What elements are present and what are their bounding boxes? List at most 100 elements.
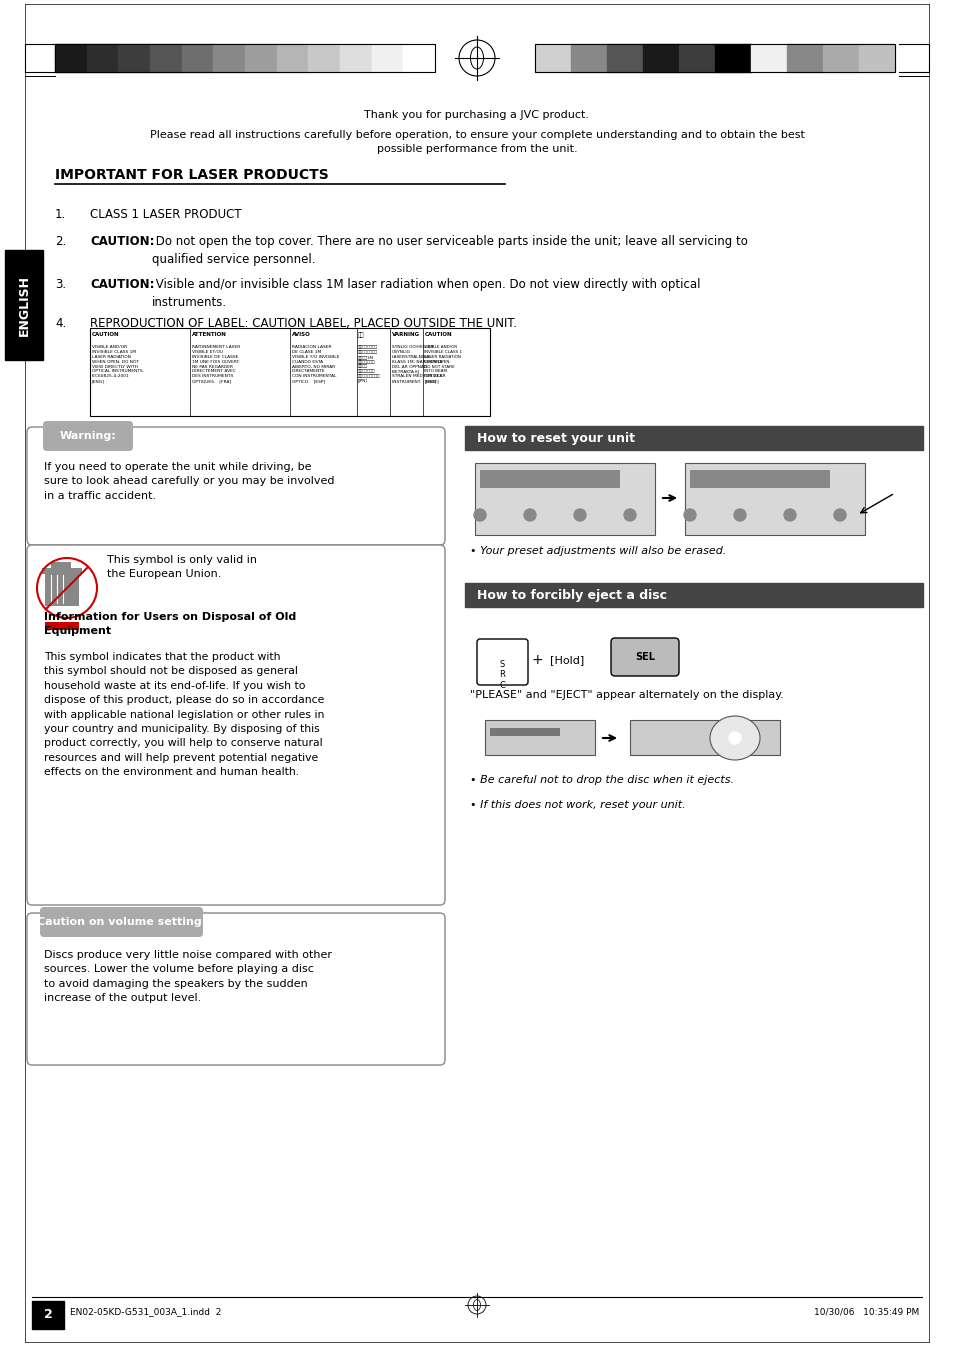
Text: S
R
C: S R C [499, 660, 505, 690]
Bar [118, 45, 150, 72]
Bar [213, 45, 245, 72]
Circle shape [523, 508, 536, 521]
Text: SYNLIG OCH/ELLER
OSYNLIG
LASERSTRALNING,
KLASS 1M, NAR DENNA
DEL AR OPPNAD.
BETR: SYNLIG OCH/ELLER OSYNLIG LASERSTRALNING,… [392, 345, 442, 384]
Text: CAUTION:: CAUTION: [90, 235, 154, 247]
Text: Please read all instructions carefully before operation, to ensure your complete: Please read all instructions carefully b… [150, 130, 803, 154]
Text: • Be careful not to drop the disc when it ejects.: • Be careful not to drop the disc when i… [470, 775, 733, 786]
Bar [372, 45, 403, 72]
Bar [87, 45, 118, 72]
Bar [479, 470, 619, 488]
Text: "PLEASE" and "EJECT" appear alternately on the display.: "PLEASE" and "EJECT" appear alternately … [470, 690, 783, 700]
Bar [642, 45, 679, 72]
Text: SEL: SEL [635, 652, 655, 662]
FancyBboxPatch shape [27, 427, 444, 545]
Bar [629, 721, 780, 754]
Text: EN02-05KD-G531_003A_1.indd  2: EN02-05KD-G531_003A_1.indd 2 [70, 1307, 221, 1317]
Text: REPRODUCTION OF LABEL: CAUTION LABEL, PLACED OUTSIDE THE UNIT.: REPRODUCTION OF LABEL: CAUTION LABEL, PL… [90, 316, 517, 330]
Bar [750, 45, 786, 72]
Bar [535, 45, 894, 72]
Text: ENGLISH: ENGLISH [17, 274, 30, 335]
Text: CLASS 1 LASER PRODUCT: CLASS 1 LASER PRODUCT [90, 208, 241, 220]
Circle shape [623, 508, 636, 521]
Text: RAYONNEMENT LASER
VISIBLE ET/OU
INVISIBLE DE CLASSE
1M UNE FOIS OUVERT.
NE PAS R: RAYONNEMENT LASER VISIBLE ET/OU INVISIBL… [192, 345, 240, 384]
Bar [571, 45, 606, 72]
Circle shape [574, 508, 585, 521]
Text: • If this does not work, reset your unit.: • If this does not work, reset your unit… [470, 800, 685, 810]
Text: 2: 2 [44, 1309, 52, 1321]
Bar [55, 45, 87, 72]
Text: VARNING: VARNING [392, 333, 419, 337]
Text: Do not open the top cover. There are no user serviceable parts inside the unit; : Do not open the top cover. There are no … [152, 235, 747, 266]
Circle shape [728, 731, 740, 744]
Bar [45, 568, 79, 606]
Text: CAUTION:: CAUTION: [90, 279, 154, 291]
Bar [181, 45, 213, 72]
Bar [55, 45, 435, 72]
Bar [689, 470, 829, 488]
Circle shape [783, 508, 795, 521]
FancyBboxPatch shape [27, 545, 444, 904]
Bar [245, 45, 276, 72]
Bar [45, 622, 79, 630]
Bar [308, 45, 339, 72]
Bar [490, 727, 559, 735]
Bar [464, 426, 923, 450]
Bar [276, 45, 308, 72]
Text: 10/30/06   10:35:49 PM: 10/30/06 10:35:49 PM [813, 1307, 918, 1317]
Text: +: + [531, 653, 542, 667]
Text: RADIACION LASER
DE CLASE 1M
VISIBLE Y/O INVISIBLE
CUANDO ESTA
ABIERTO, NO MIRAR
: RADIACION LASER DE CLASE 1M VISIBLE Y/O … [292, 345, 339, 384]
Bar [535, 45, 571, 72]
Bar [90, 329, 490, 416]
Text: 2.: 2. [55, 235, 66, 247]
Bar [858, 45, 894, 72]
Circle shape [474, 508, 485, 521]
Circle shape [683, 508, 696, 521]
Bar [42, 568, 82, 575]
Text: Warning:: Warning: [59, 431, 116, 441]
Text: Thank you for purchasing a JVC product.: Thank you for purchasing a JVC product. [364, 110, 589, 120]
Text: CAUTION: CAUTION [91, 333, 119, 337]
Text: 1.: 1. [55, 208, 66, 220]
Bar [403, 45, 435, 72]
Text: This symbol indicates that the product with
this symbol should not be disposed a: This symbol indicates that the product w… [44, 652, 324, 777]
Bar [339, 45, 372, 72]
FancyBboxPatch shape [610, 638, 679, 676]
Text: IMPORTANT FOR LASER PRODUCTS: IMPORTANT FOR LASER PRODUCTS [55, 168, 329, 183]
Bar [51, 562, 71, 568]
FancyBboxPatch shape [43, 420, 132, 452]
Bar [822, 45, 858, 72]
FancyBboxPatch shape [40, 907, 203, 937]
Circle shape [833, 508, 845, 521]
Text: Discs produce very little noise compared with other
sources. Lower the volume be: Discs produce very little noise compared… [44, 950, 332, 1003]
FancyBboxPatch shape [27, 913, 444, 1065]
Bar [5, 250, 43, 360]
Text: How to forcibly eject a disc: How to forcibly eject a disc [476, 588, 666, 602]
Bar [484, 721, 595, 754]
Circle shape [733, 508, 745, 521]
Text: • Your preset adjustments will also be erased.: • Your preset adjustments will also be e… [470, 546, 725, 556]
Bar [714, 45, 750, 72]
Text: Visible and/or invisible class 1M laser radiation when open. Do not view directl: Visible and/or invisible class 1M laser … [152, 279, 700, 310]
Text: 4.: 4. [55, 316, 66, 330]
Text: 注意: 注意 [357, 333, 364, 338]
Bar [150, 45, 181, 72]
Bar [606, 45, 642, 72]
Text: [Hold]: [Hold] [550, 654, 583, 665]
Text: ATTENTION: ATTENTION [192, 333, 227, 337]
Text: AVISO: AVISO [292, 333, 311, 337]
Text: How to reset your unit: How to reset your unit [476, 431, 635, 445]
Bar [684, 462, 864, 535]
Text: VISIBLE AND/OR
INVISIBLE CLASS 1
LASER RADIATION
WHEN OPEN.
DO NOT STARE
INTO BE: VISIBLE AND/OR INVISIBLE CLASS 1 LASER R… [424, 345, 462, 384]
Bar [786, 45, 822, 72]
Text: If you need to operate the unit while driving, be
sure to look ahead carefully o: If you need to operate the unit while dr… [44, 462, 335, 500]
Bar [464, 583, 923, 607]
FancyBboxPatch shape [476, 639, 527, 685]
Text: Information for Users on Disposal of Old
Equipment: Information for Users on Disposal of Old… [44, 612, 296, 635]
Text: CAUTION: CAUTION [424, 333, 452, 337]
Text: 3.: 3. [55, 279, 66, 291]
Bar [32, 1301, 64, 1329]
Text: This symbol is only valid in
the European Union.: This symbol is only valid in the Europea… [107, 556, 256, 579]
Bar [679, 45, 714, 72]
Bar [475, 462, 655, 535]
Ellipse shape [709, 717, 760, 760]
